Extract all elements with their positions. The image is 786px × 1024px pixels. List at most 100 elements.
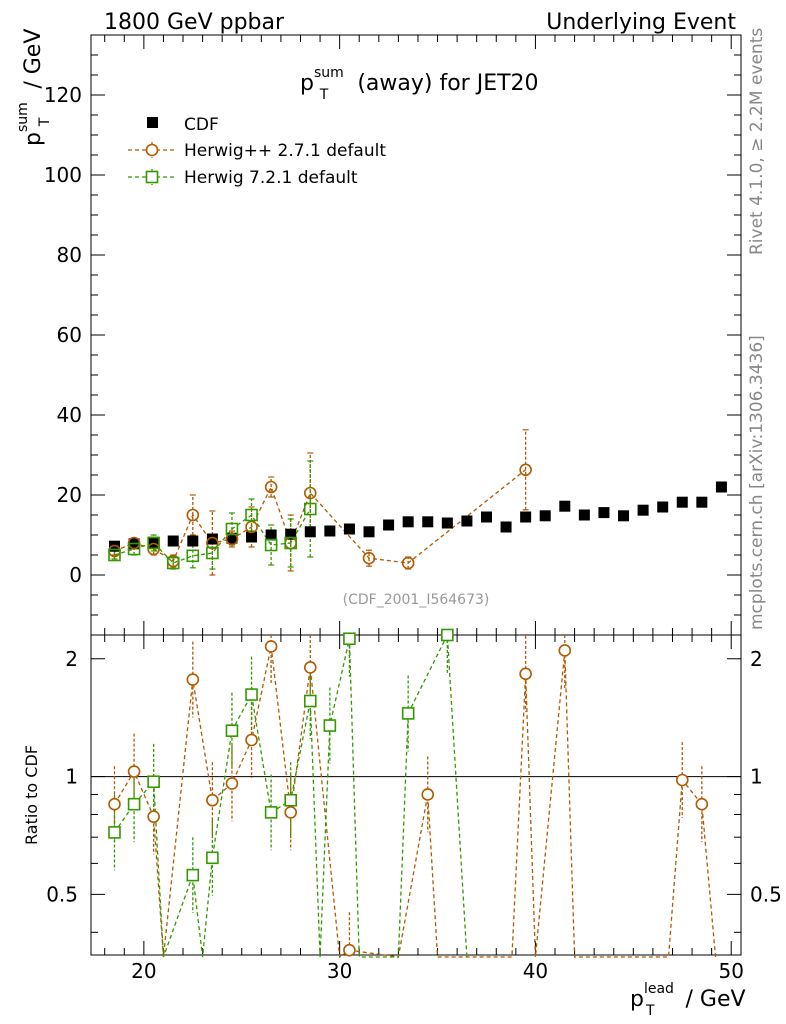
herwigpp-ratio-point bbox=[108, 797, 121, 811]
herwigpp-ratio-point bbox=[343, 943, 356, 957]
cdf-point bbox=[676, 496, 688, 508]
cdf-point bbox=[618, 510, 630, 522]
legend-marker-herwigpp bbox=[145, 143, 159, 157]
y-tick-label: 120 bbox=[44, 83, 82, 107]
header-right: Underlying Event bbox=[546, 10, 736, 35]
cdf-point bbox=[422, 516, 434, 528]
herwig7-point bbox=[225, 522, 239, 536]
herwig7-ratio-point bbox=[147, 775, 160, 789]
herwigpp-ratio-point bbox=[147, 810, 160, 823]
herwig7-ratio-point bbox=[401, 707, 415, 720]
series-line-0 bbox=[114, 469, 527, 564]
cdf-point bbox=[578, 509, 590, 521]
cdf-point bbox=[383, 519, 395, 531]
herwigpp-ratio-point bbox=[695, 797, 709, 811]
herwig7-point bbox=[303, 502, 317, 516]
herwigpp-point bbox=[108, 544, 121, 558]
cdf-point bbox=[637, 504, 649, 516]
cdf-point bbox=[441, 517, 453, 529]
herwig7-ratio-point bbox=[206, 851, 219, 865]
herwigpp-ratio-point bbox=[127, 765, 141, 778]
cdf-point bbox=[167, 535, 179, 547]
herwig7-ratio-point bbox=[343, 632, 356, 646]
herwigpp-point bbox=[303, 486, 317, 500]
ratio-tick-labels: 0.5 0.5 1 1 2 2 bbox=[46, 647, 782, 907]
herwigpp-ratio-point bbox=[225, 777, 239, 790]
plot-title: psum T (away) for JET20 bbox=[300, 65, 539, 103]
main-series bbox=[108, 429, 727, 576]
legend-label-herwigpp: Herwig++ 2.7.1 default bbox=[184, 141, 386, 161]
herwig7-point bbox=[108, 548, 121, 562]
x-tick-label: 20 bbox=[131, 959, 156, 983]
y-tick-label: 60 bbox=[57, 323, 82, 347]
cdf-point bbox=[304, 526, 316, 538]
herwigpp-ratio-point bbox=[264, 640, 278, 653]
herwig7-point bbox=[206, 546, 219, 560]
herwigpp-point bbox=[362, 551, 376, 565]
x-tick-label: 50 bbox=[718, 959, 743, 983]
herwig7-ratio-point bbox=[264, 806, 278, 819]
herwig7-ratio-point bbox=[441, 628, 454, 642]
herwigpp-ratio-point bbox=[245, 733, 258, 747]
y-tick-label: 0 bbox=[69, 563, 82, 587]
cdf-point bbox=[715, 481, 727, 493]
herwig7-point bbox=[147, 536, 160, 550]
herwig7-point bbox=[264, 538, 278, 552]
legend-marker-cdf bbox=[147, 117, 158, 128]
ratio-tick-label-left: 0.5 bbox=[46, 882, 78, 906]
herwigpp-ratio-point bbox=[421, 788, 435, 801]
side-label-rivet: Rivet 4.1.0, ≥ 2.2M events bbox=[747, 28, 767, 255]
legend-marker-herwig7 bbox=[145, 170, 159, 184]
legend-label-herwig7: Herwig 7.2.1 default bbox=[184, 168, 358, 188]
cdf-point bbox=[500, 521, 512, 533]
cdf-point bbox=[520, 511, 532, 523]
cdf-point bbox=[559, 500, 571, 512]
ratio-series bbox=[108, 628, 717, 959]
herwigpp-ratio-point bbox=[284, 806, 297, 819]
cdf-point bbox=[657, 501, 669, 513]
legend-label-cdf: CDF bbox=[184, 115, 219, 135]
ratio-tick-label-right: 0.5 bbox=[750, 882, 782, 906]
ratio-tick-label-left: 2 bbox=[65, 647, 78, 671]
herwigpp-point bbox=[264, 480, 278, 494]
ratio-tick-label-right: 1 bbox=[750, 765, 763, 789]
x-tick-label: 40 bbox=[523, 959, 548, 983]
cdf-point bbox=[343, 523, 355, 535]
herwig7-ratio-point bbox=[284, 793, 297, 807]
herwigpp-ratio-point bbox=[206, 793, 219, 807]
cdf-point bbox=[363, 526, 375, 538]
herwig7-point bbox=[186, 549, 200, 563]
herwigpp-ratio-point bbox=[186, 673, 200, 686]
x-axis-label: plead T / GeV bbox=[630, 981, 746, 1019]
herwig7-point bbox=[284, 536, 297, 550]
x-tick-labels: 20 30 40 50 bbox=[131, 959, 744, 983]
y-tick-label: 100 bbox=[44, 163, 82, 187]
y-tick-label: 80 bbox=[57, 243, 82, 267]
herwigpp-ratio-point bbox=[519, 667, 532, 681]
cdf-point bbox=[539, 510, 551, 522]
herwig7-point bbox=[245, 508, 258, 522]
herwigpp-ratio-point bbox=[303, 661, 317, 674]
herwigpp-point bbox=[401, 556, 415, 570]
ratio-line-1 bbox=[113, 632, 468, 958]
cdf-point bbox=[246, 531, 258, 543]
y-tick-label: 20 bbox=[57, 483, 82, 507]
herwigpp-point bbox=[186, 508, 200, 522]
herwigpp-ratio-point bbox=[675, 773, 689, 787]
herwig7-ratio-point bbox=[225, 724, 239, 737]
main-axis-ticks bbox=[91, 35, 741, 635]
cdf-point bbox=[206, 533, 218, 545]
cdf-point bbox=[480, 511, 492, 523]
herwig7-ratio-point bbox=[245, 688, 258, 701]
ratio-tick-label-right: 2 bbox=[750, 647, 763, 671]
herwig7-point bbox=[166, 556, 180, 570]
herwig7-ratio-point bbox=[323, 719, 337, 732]
cdf-point bbox=[696, 496, 708, 508]
herwig7-ratio-point bbox=[186, 868, 200, 882]
cdf-point bbox=[226, 532, 238, 544]
y-axis-label: psum T / GeV bbox=[15, 29, 53, 146]
herwig7-point bbox=[127, 542, 141, 556]
cdf-point bbox=[265, 529, 277, 541]
